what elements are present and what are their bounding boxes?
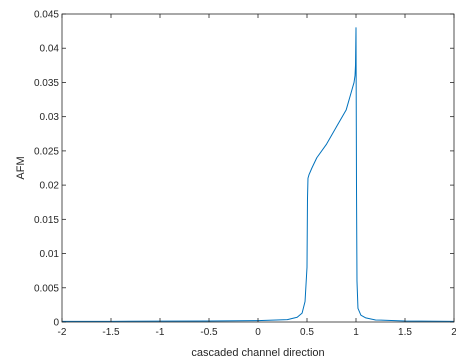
x-tick-label: 1: [353, 327, 359, 338]
y-tick-label: 0.01: [40, 249, 60, 260]
plot-area: [62, 14, 454, 322]
y-axis-label: AFM: [15, 156, 27, 179]
axes-layer: -2 -1.5 -1 -0.5 0 0.5 1 1.5 2 0 0.005 0.01 0.015 0.02…: [34, 10, 456, 339]
series-line-0: [62, 27, 455, 322]
x-tick-label: -1: [156, 327, 165, 338]
x-tick-label: 0.5: [300, 327, 314, 338]
y-tick-label: 0.015: [34, 215, 59, 226]
x-axis-label: cascaded channel direction: [191, 347, 324, 359]
x-tick-label: -2: [58, 327, 67, 338]
x-tick-label: 1.5: [398, 327, 412, 338]
y-tick-label: 0: [53, 318, 59, 329]
y-tick-label: 0.03: [40, 112, 60, 123]
x-tick-label: -0.5: [200, 327, 218, 338]
y-tick-label: 0.005: [34, 283, 59, 294]
x-tick-label: 2: [451, 327, 456, 338]
y-tick-label: 0.035: [34, 78, 59, 89]
series-layer: [62, 27, 455, 322]
y-tick-label: 0.045: [34, 10, 59, 21]
y-tick-label: 0.04: [40, 44, 60, 55]
y-tick-label: 0.02: [40, 181, 60, 192]
y-tick-label: 0.025: [34, 146, 59, 157]
x-tick-label: 0: [255, 327, 261, 338]
x-tick-label: -1.5: [102, 327, 120, 338]
